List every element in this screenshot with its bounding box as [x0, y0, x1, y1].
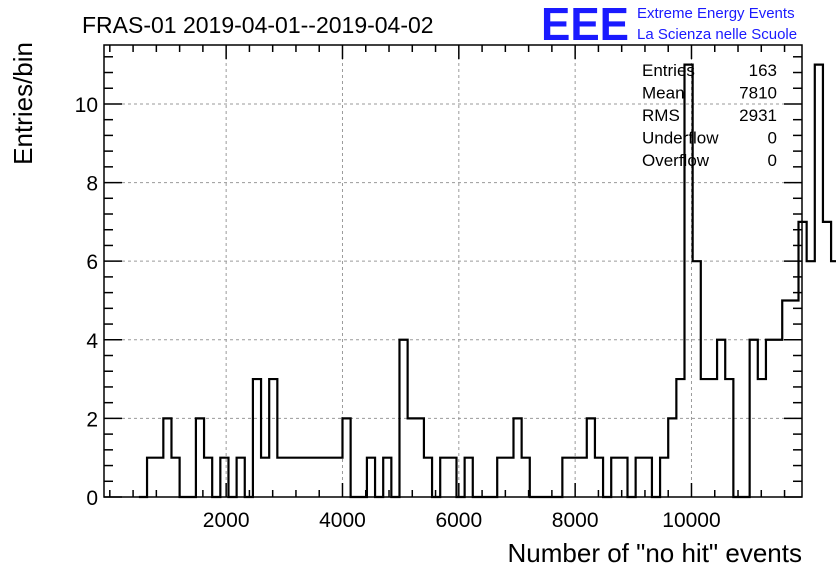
- histogram-bin: [163, 418, 171, 497]
- stat-value: 7810: [739, 84, 777, 103]
- y-tick-labels: 0 2 4 6 8 10: [75, 94, 99, 510]
- histogram-bin: [562, 458, 570, 497]
- stat-label: Entries: [642, 61, 695, 80]
- x-tick-label: 6000: [435, 509, 482, 532]
- histogram-bin: [237, 458, 245, 497]
- stat-label: Overflow: [642, 151, 710, 170]
- histogram-bin: [611, 458, 619, 497]
- stat-value: 0: [768, 151, 777, 170]
- stat-value: 2931: [739, 106, 777, 125]
- histogram-bin: [416, 418, 424, 497]
- y-tick-label: 2: [86, 408, 98, 431]
- histogram-bin: [253, 379, 261, 497]
- histogram-bin: [823, 222, 831, 497]
- x-tick-label: 10000: [662, 509, 720, 532]
- histogram-bin: [196, 418, 204, 497]
- histogram-bin: [660, 458, 668, 497]
- histogram-bin: [424, 458, 432, 497]
- histogram-bin: [505, 458, 513, 497]
- stat-value: 163: [749, 61, 777, 80]
- histogram-bin: [693, 261, 701, 497]
- histogram-bin: [440, 458, 448, 497]
- histogram-bin: [326, 458, 334, 497]
- stat-value: 0: [768, 129, 777, 148]
- histogram-bin: [408, 418, 416, 497]
- histogram-bin: [790, 300, 798, 497]
- eee-logo-mark: EEE: [541, 0, 629, 50]
- histogram-bin: [302, 458, 310, 497]
- histogram-bin: [367, 458, 375, 497]
- histogram-bin: [261, 458, 269, 497]
- axis-ticks: [104, 45, 802, 498]
- histogram-bin: [277, 458, 285, 497]
- x-tick-label: 4000: [319, 509, 366, 532]
- stat-label: Underflow: [642, 129, 719, 148]
- histogram-bin: [815, 65, 823, 497]
- histogram-bin: [831, 261, 836, 497]
- histogram-bin: [513, 418, 521, 497]
- eee-logo: EEE Extreme Energy Events La Scienza nel…: [541, 0, 797, 50]
- eee-logo-line2: La Scienza nelle Scuole: [637, 26, 797, 43]
- histogram-bin: [619, 458, 627, 497]
- histogram-bin: [334, 458, 342, 497]
- grid-lines: [104, 45, 802, 497]
- y-axis-label: Entries/bin: [8, 42, 38, 165]
- y-tick-label: 0: [86, 487, 98, 510]
- histogram-outline: [138, 63, 836, 499]
- x-tick-label: 8000: [552, 509, 599, 532]
- histogram-bin: [701, 379, 709, 497]
- y-tick-label: 4: [86, 330, 98, 353]
- stat-label: Mean: [642, 84, 685, 103]
- histogram-bin: [668, 418, 676, 497]
- histogram-bin: [383, 458, 391, 497]
- eee-logo-line1: Extreme Energy Events: [637, 5, 795, 22]
- y-tick-label: 8: [86, 173, 98, 196]
- histogram-bin: [171, 458, 179, 497]
- chart-title: FRAS-01 2019-04-01--2019-04-02: [82, 12, 434, 38]
- histogram-bin: [342, 418, 350, 497]
- stats-box: Entries 163 Mean 7810 RMS 2931 Underflow 0 Overf…: [642, 61, 777, 170]
- histogram-bin: [448, 458, 456, 497]
- histogram-bin: [294, 458, 302, 497]
- x-tick-labels: 2000 4000 6000 8000 10000: [203, 509, 721, 532]
- histogram-bin: [497, 458, 505, 497]
- histogram-bin: [269, 379, 277, 497]
- histogram-bin: [220, 458, 228, 497]
- histogram-bin: [285, 458, 293, 497]
- histogram-bin: [807, 261, 815, 497]
- histogram-bin: [465, 458, 473, 497]
- histogram-bin: [310, 458, 318, 497]
- stat-label: RMS: [642, 106, 680, 125]
- histogram-bin: [579, 458, 587, 497]
- x-tick-label: 2000: [203, 509, 250, 532]
- plot-frame: [103, 44, 803, 498]
- histogram-bin: [758, 379, 766, 497]
- histogram-bin: [782, 300, 790, 497]
- histogram-bin: [725, 379, 733, 497]
- histogram-bin: [147, 458, 155, 497]
- y-tick-label: 10: [75, 94, 98, 117]
- x-axis-label: Number of "no hit" events: [508, 538, 803, 568]
- y-tick-label: 6: [86, 251, 98, 274]
- histogram-bin: [676, 379, 684, 497]
- histogram-bin: [636, 458, 644, 497]
- histogram-bin: [709, 379, 717, 497]
- histogram-bin: [587, 418, 595, 497]
- histogram-bin: [204, 458, 212, 497]
